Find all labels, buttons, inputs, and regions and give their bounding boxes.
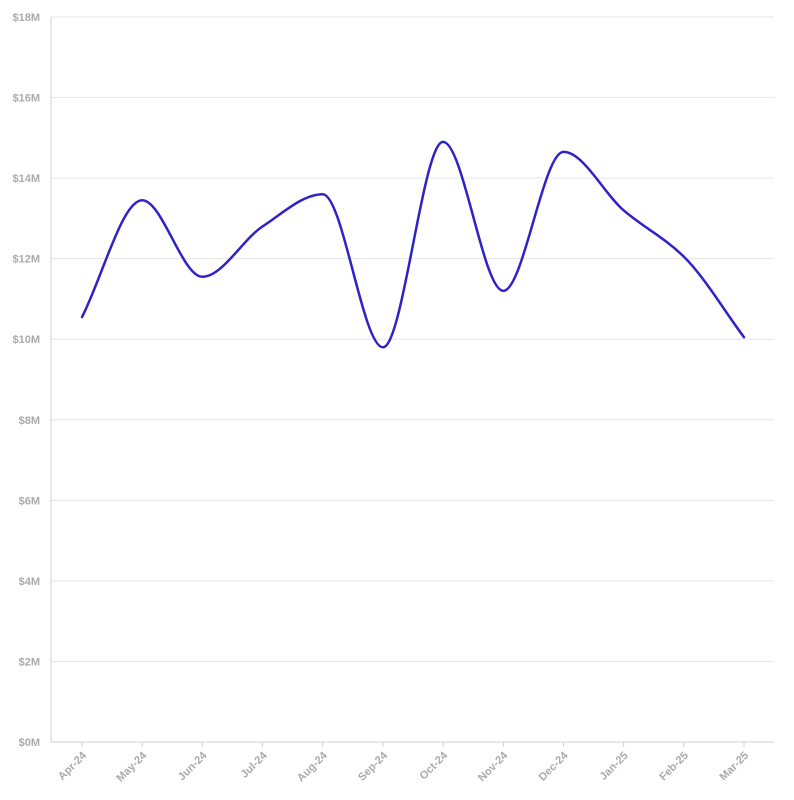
axes (50, 17, 774, 743)
x-tick-label: May-24 (114, 749, 149, 784)
gridlines (51, 16, 774, 662)
y-tick-label: $18M (12, 12, 40, 24)
x-tick-label: Jul-24 (239, 749, 271, 781)
x-tick-label: Feb-25 (657, 750, 691, 784)
data-point (260, 223, 266, 229)
y-tick-label: $12M (12, 254, 40, 266)
data-point (320, 191, 326, 197)
y-tick-label: $2M (19, 656, 40, 668)
x-tick-label: Oct-24 (418, 749, 451, 782)
data-point (681, 254, 687, 260)
data-point (500, 288, 506, 294)
x-tick-label: Nov-24 (476, 749, 511, 784)
data-point (560, 149, 566, 155)
x-tick-label: Jun-24 (176, 749, 210, 783)
x-tick-label: Jan-25 (598, 750, 631, 783)
x-tick-label: Sep-24 (356, 749, 391, 784)
series (79, 139, 747, 350)
y-tick-labels: $0M $2M $4M $6M $8M $10M $12M $14M $16M $18M (12, 12, 40, 749)
x-tick-label: Aug-24 (295, 749, 330, 784)
x-tick-label: Mar-25 (718, 750, 752, 784)
y-tick-label: $14M (12, 173, 40, 185)
data-point (741, 334, 747, 340)
data-point (199, 274, 205, 280)
y-tick-label: $4M (19, 576, 40, 588)
x-tick-labels: Apr-24 May-24 Jun-24 Jul-24 Aug-24 Sep-24 Oct-… (56, 742, 751, 784)
y-tick-label: $6M (19, 495, 40, 507)
data-point (621, 207, 627, 213)
x-tick-label: Apr-24 (56, 749, 90, 783)
y-tick-label: $8M (19, 415, 40, 427)
y-tick-label: $10M (12, 334, 40, 346)
y-tick-label: $16M (12, 93, 40, 105)
data-point (79, 314, 85, 320)
data-point (380, 344, 386, 350)
x-tick-label: Dec-24 (537, 749, 572, 784)
data-point (440, 139, 446, 145)
y-tick-label: $0M (19, 737, 40, 749)
data-point (139, 197, 145, 203)
series-line (80, 140, 746, 349)
